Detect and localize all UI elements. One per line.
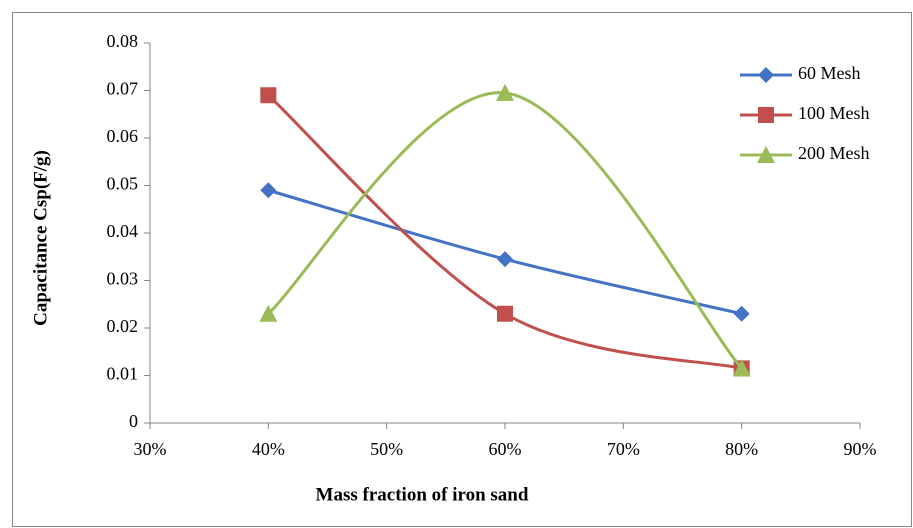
legend-marker: [757, 146, 775, 163]
y-tick-label: 0.07: [107, 79, 139, 99]
marker: [497, 305, 513, 322]
marker: [496, 83, 514, 101]
marker: [259, 304, 278, 322]
chart-frame: [12, 12, 912, 527]
x-tick-label: 80%: [725, 439, 758, 459]
y-axis-title: Capacitance Csp(F/g): [30, 150, 51, 326]
marker: [733, 305, 750, 322]
y-tick-label: 0: [129, 411, 138, 431]
x-tick-label: 60%: [489, 439, 522, 459]
x-tick-label: 30%: [134, 439, 167, 459]
marker: [732, 359, 751, 377]
y-tick-label: 0.05: [107, 174, 139, 194]
legend-marker: [758, 67, 774, 83]
x-tick-label: 70%: [607, 439, 640, 459]
y-tick-label: 0.04: [107, 221, 139, 241]
legend-label: 60 Mesh: [798, 63, 861, 83]
marker: [260, 87, 277, 104]
y-tick-label: 0.03: [107, 269, 139, 289]
x-tick-label: 50%: [370, 439, 403, 459]
legend-label: 100 Mesh: [798, 103, 870, 123]
y-tick-label: 0.08: [107, 31, 139, 51]
y-tick-label: 0.01: [107, 364, 139, 384]
x-tick-label: 90%: [844, 439, 877, 459]
x-tick-label: 40%: [252, 439, 285, 459]
legend-marker: [758, 107, 774, 123]
x-axis-title: Mass fraction of iron sand: [316, 484, 529, 505]
marker: [497, 251, 513, 268]
y-tick-label: 0.06: [107, 126, 139, 146]
legend-label: 200 Mesh: [798, 143, 870, 163]
y-tick-label: 0.02: [107, 316, 139, 336]
marker: [260, 182, 277, 199]
